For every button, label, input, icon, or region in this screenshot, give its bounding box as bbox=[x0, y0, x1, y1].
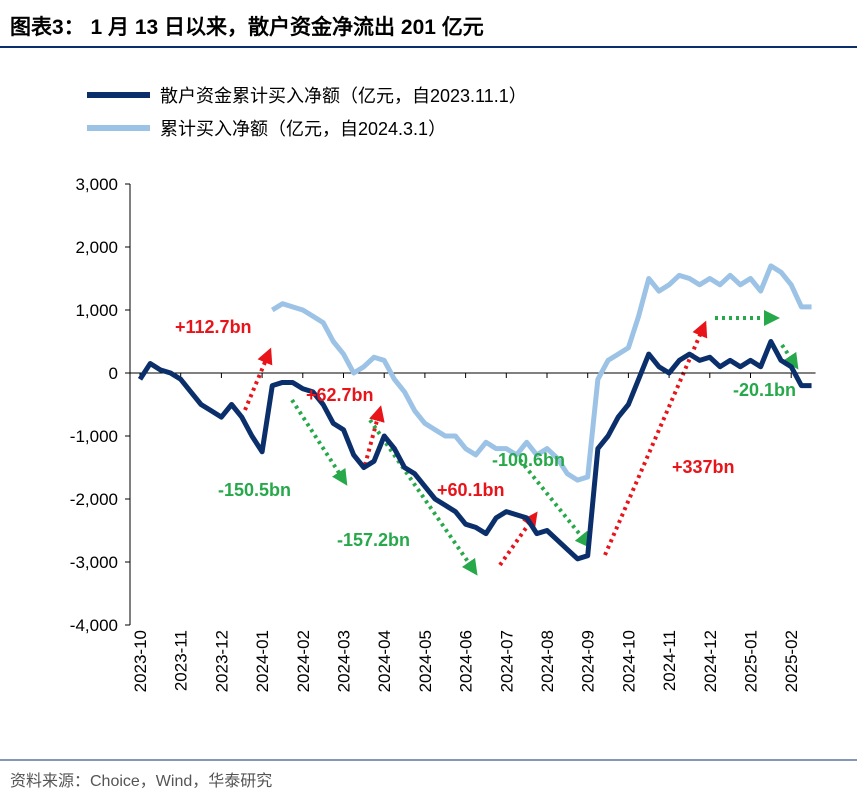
source: 资料来源：Choice，Wind，华泰研究 bbox=[10, 772, 272, 790]
x-tick-label: 2024-12 bbox=[701, 630, 720, 692]
legend-label: 散户资金累计买入净额（亿元，自2023.11.1） bbox=[160, 86, 527, 106]
x-tick-label: 2025-01 bbox=[742, 630, 761, 692]
chart-title: 图表3： 1 月 13 日以来，散户资金净流出 201 亿元 bbox=[10, 15, 484, 39]
y-tick-label: -4,000 bbox=[70, 616, 118, 635]
y-tick-label: 1,000 bbox=[75, 301, 118, 320]
y-tick-label: 0 bbox=[109, 364, 118, 383]
x-tick-label: 2024-04 bbox=[375, 630, 394, 692]
annotation: -157.2bn bbox=[337, 530, 410, 550]
y-tick-label: 3,000 bbox=[75, 175, 118, 194]
y-tick-label: -3,000 bbox=[70, 553, 118, 572]
x-tick-label: 2024-07 bbox=[497, 630, 516, 692]
x-tick-label: 2024-06 bbox=[457, 630, 476, 692]
annotation: -150.5bn bbox=[218, 480, 291, 500]
annotation: +60.1bn bbox=[437, 480, 505, 500]
arrows bbox=[243, 310, 799, 576]
x-tick-label: 2024-03 bbox=[335, 630, 354, 692]
x-tick-label: 2024-01 bbox=[253, 630, 272, 692]
x-tick-label: 2024-05 bbox=[416, 630, 435, 692]
x-tick-label: 2023-11 bbox=[172, 630, 191, 691]
x-tick-label: 2024-10 bbox=[619, 630, 638, 692]
y-tick-label: 2,000 bbox=[75, 238, 118, 257]
legend-label: 累计买入净额（亿元，自2024.3.1） bbox=[160, 119, 446, 139]
annotation: +337bn bbox=[672, 457, 735, 477]
x-tick-label: 2024-09 bbox=[579, 630, 598, 692]
annotation: -100.6bn bbox=[492, 450, 565, 470]
series-line bbox=[270, 263, 812, 483]
x-tick-label: 2024-11 bbox=[660, 630, 679, 691]
x-tick-label: 2024-02 bbox=[294, 630, 313, 692]
annotation: +112.7bn bbox=[175, 317, 252, 337]
annotation: -20.1bn bbox=[733, 380, 796, 400]
x-tick-label: 2023-10 bbox=[131, 630, 150, 692]
x-tick-label: 2025-02 bbox=[782, 630, 801, 692]
y-tick-label: -1,000 bbox=[70, 427, 118, 446]
annotation: +62.7bn bbox=[306, 385, 374, 405]
series-line bbox=[137, 339, 812, 562]
x-tick-label: 2024-08 bbox=[538, 630, 557, 692]
x-tick-label: 2023-12 bbox=[212, 630, 231, 692]
y-tick-label: -2,000 bbox=[70, 490, 118, 509]
